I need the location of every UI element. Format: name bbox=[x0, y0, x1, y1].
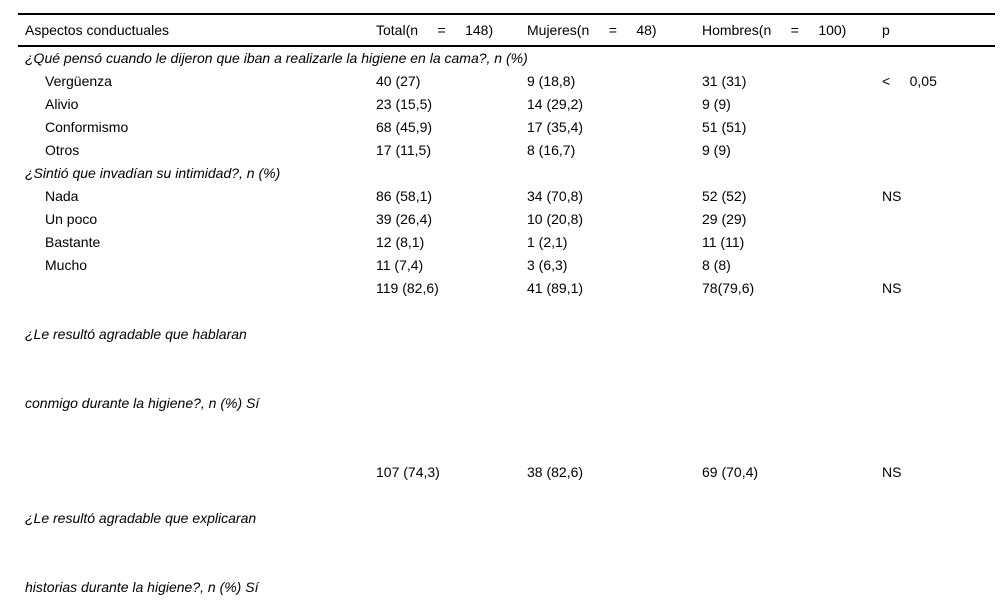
table-row-alivio: Alivio 23 (15,5) 14 (29,2) 9 (9) bbox=[18, 93, 995, 116]
cell-p: < 0,05 bbox=[882, 73, 937, 89]
column-header-p: p bbox=[882, 14, 995, 47]
cell-hombres: 31 (31) bbox=[702, 73, 747, 89]
question-row-explicaran: ¿Le resultó agradable que explicaran his… bbox=[18, 461, 995, 614]
cell-p bbox=[882, 231, 995, 254]
cell-mujeres: 3 (6,3) bbox=[527, 257, 568, 273]
cell-total: 17 (11,5) bbox=[376, 142, 431, 158]
column-header-total: Total(n = 148) bbox=[376, 14, 527, 47]
cell-total: 40 (27) bbox=[376, 73, 421, 89]
cell-hombres: 11 (11) bbox=[702, 234, 745, 250]
table-row-verguenza: Vergüenza 40 (27) 9 (18,8) 31 (31) < 0,0… bbox=[18, 70, 995, 93]
cell-total: 12 (8,1) bbox=[376, 234, 425, 250]
section-header-label: ¿Sintió que invadían su intimidad?, n (%… bbox=[25, 165, 281, 181]
cell-label: Mucho bbox=[45, 257, 88, 273]
cell-mujeres: 34 (70,8) bbox=[527, 188, 584, 204]
cell-total: 39 (26,4) bbox=[376, 211, 433, 227]
cell-mujeres: 10 (20,8) bbox=[527, 211, 584, 227]
cell-p: NS bbox=[882, 280, 902, 296]
cell-p bbox=[882, 116, 995, 139]
table-row-nada: Nada 86 (58,1) 34 (70,8) 52 (52) NS bbox=[18, 185, 995, 208]
cell-mujeres: 1 (2,1) bbox=[527, 234, 568, 250]
cell-mujeres: 8 (16,7) bbox=[527, 142, 576, 158]
cell-label: Otros bbox=[45, 142, 80, 158]
column-header-aspectos: Aspectos conductuales bbox=[18, 14, 376, 47]
table-row-otros: Otros 17 (11,5) 8 (16,7) 9 (9) bbox=[18, 139, 995, 162]
cell-hombres: 51 (51) bbox=[702, 119, 747, 135]
cell-total: 107 (74,3) bbox=[376, 464, 440, 480]
cell-mujeres: 38 (82,6) bbox=[527, 464, 584, 480]
question-line-2: conmigo durante la higiene?, n (%) Sí bbox=[25, 395, 260, 411]
cell-mujeres: 14 (29,2) bbox=[527, 96, 584, 112]
cell-hombres: 8 (8) bbox=[702, 257, 731, 273]
behavioral-aspects-table: Aspectos conductuales Total(n = 148) Muj… bbox=[18, 13, 995, 614]
cell-hombres: 9 (9) bbox=[702, 96, 731, 112]
question-line-2: historias durante la higiene?, n (%) Sí bbox=[25, 579, 259, 595]
cell-hombres: 52 (52) bbox=[702, 188, 747, 204]
cell-total: 86 (58,1) bbox=[376, 188, 433, 204]
column-header-mujeres: Mujeres(n = 48) bbox=[527, 14, 702, 47]
cell-label: Bastante bbox=[45, 234, 101, 250]
cell-question: ¿Le resultó agradable que explicaran his… bbox=[18, 461, 376, 614]
cell-p bbox=[882, 93, 995, 116]
table-header: Aspectos conductuales Total(n = 148) Muj… bbox=[18, 14, 995, 47]
cell-total: 119 (82,6) bbox=[376, 280, 439, 296]
cell-p: NS bbox=[882, 188, 902, 204]
column-header-hombres: Hombres(n = 100) bbox=[702, 14, 882, 47]
cell-total: 11 (7,4) bbox=[376, 257, 424, 273]
question-row-hablaran: ¿Le resultó agradable que hablaran conmi… bbox=[18, 277, 995, 461]
cell-hombres: 9 (9) bbox=[702, 142, 731, 158]
cell-p bbox=[882, 139, 995, 162]
table-row-mucho: Mucho 11 (7,4) 3 (6,3) 8 (8) bbox=[18, 254, 995, 277]
cell-mujeres: 9 (18,8) bbox=[527, 73, 576, 89]
question-line-1: ¿Le resultó agradable que explicaran bbox=[25, 510, 257, 526]
cell-label: Nada bbox=[45, 188, 79, 204]
cell-label: Conformismo bbox=[45, 119, 129, 135]
cell-total: 23 (15,5) bbox=[376, 96, 433, 112]
cell-label: Alivio bbox=[45, 96, 79, 112]
question-line-1: ¿Le resultó agradable que hablaran bbox=[25, 326, 247, 342]
cell-question: ¿Le resultó agradable que hablaran conmi… bbox=[18, 277, 376, 461]
cell-label: Vergüenza bbox=[45, 73, 112, 89]
cell-p bbox=[882, 208, 995, 231]
table-body: ¿Qué pensó cuando le dijeron que iban a … bbox=[18, 46, 995, 614]
cell-hombres: 78(79,6) bbox=[702, 280, 755, 296]
header-row: Aspectos conductuales Total(n = 148) Muj… bbox=[18, 14, 995, 47]
table-row-conformismo: Conformismo 68 (45,9) 17 (35,4) 51 (51) bbox=[18, 116, 995, 139]
cell-mujeres: 17 (35,4) bbox=[527, 119, 584, 135]
cell-mujeres: 41 (89,1) bbox=[527, 280, 584, 296]
cell-total: 68 (45,9) bbox=[376, 119, 433, 135]
table-row-un-poco: Un poco 39 (26,4) 10 (20,8) 29 (29) bbox=[18, 208, 995, 231]
table-row-bastante: Bastante 12 (8,1) 1 (2,1) 11 (11) bbox=[18, 231, 995, 254]
section-header-row: ¿Sintió que invadían su intimidad?, n (%… bbox=[18, 162, 995, 185]
cell-p: NS bbox=[882, 464, 902, 480]
cell-hombres: 29 (29) bbox=[702, 211, 747, 227]
section-header-row: ¿Qué pensó cuando le dijeron que iban a … bbox=[18, 46, 995, 70]
section-header-label: ¿Qué pensó cuando le dijeron que iban a … bbox=[25, 50, 528, 66]
cell-p bbox=[882, 254, 995, 277]
cell-label: Un poco bbox=[45, 211, 98, 227]
cell-hombres: 69 (70,4) bbox=[702, 464, 759, 480]
